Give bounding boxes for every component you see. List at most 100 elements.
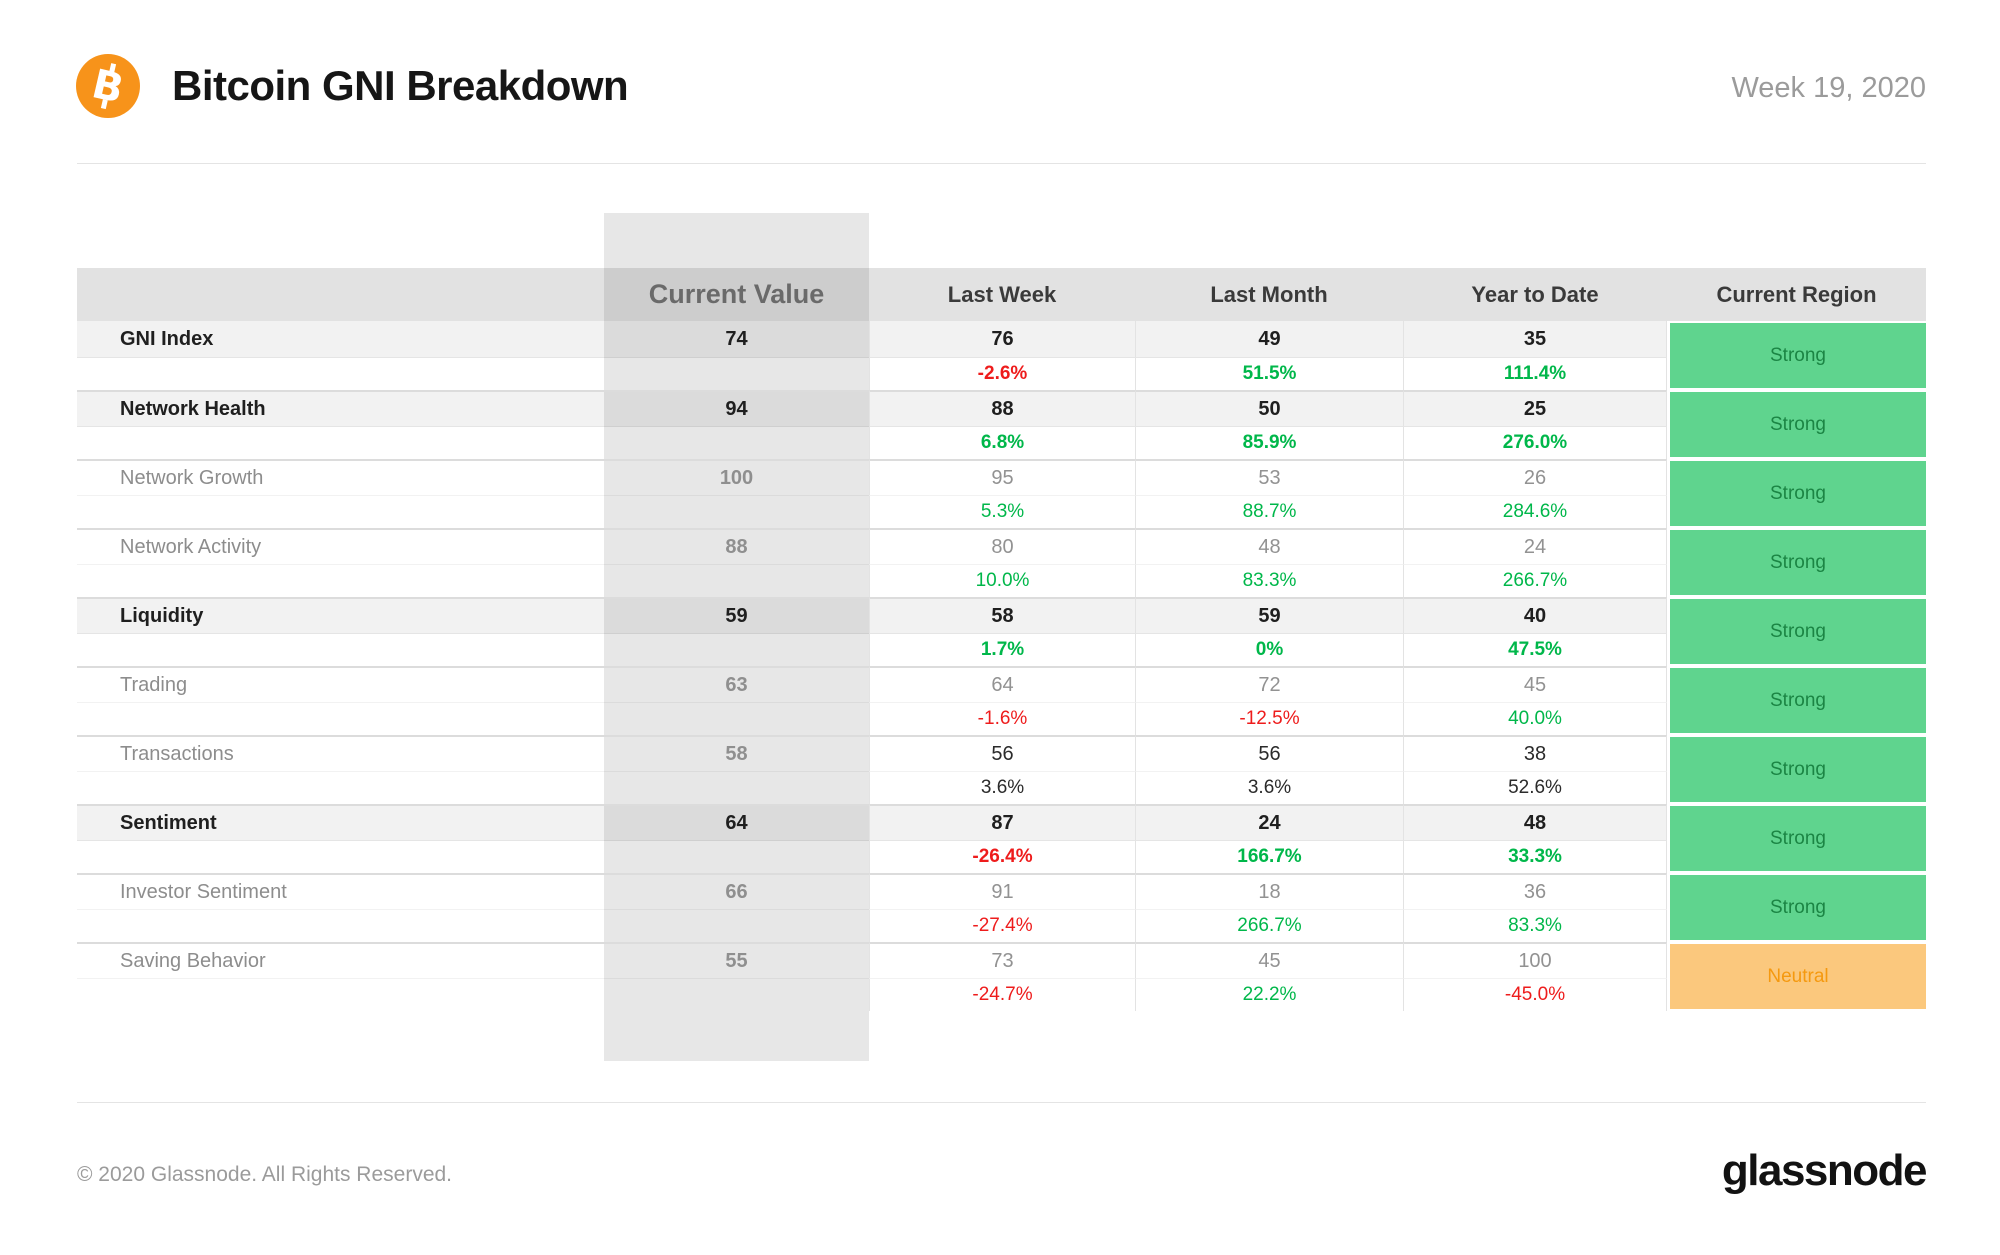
spacer [77,496,604,528]
region-badge: Strong [1670,392,1926,457]
region-badge: Strong [1670,599,1926,664]
year-to-date-change: 276.0% [1403,427,1667,459]
table-row-investor-sentiment: Investor Sentiment 66 91 18 36 Strong -2… [77,873,1926,942]
row-label: Trading [77,666,604,703]
last-month-change: -12.5% [1135,703,1403,735]
last-month-change: 85.9% [1135,427,1403,459]
current-value: 64 [604,804,869,841]
year-to-date-value: 26 [1403,459,1667,496]
year-to-date-change: 47.5% [1403,634,1667,666]
year-to-date-change: 266.7% [1403,565,1667,597]
table-row-network-health: Network Health 94 88 50 25 Strong 6.8% 8… [77,390,1926,459]
current-value: 55 [604,942,869,979]
spacer [604,979,869,1011]
year-to-date-change: 284.6% [1403,496,1667,528]
year-to-date-value: 35 [1403,321,1667,358]
last-week-change: 10.0% [869,565,1135,597]
last-month-change: 266.7% [1135,910,1403,942]
year-to-date-value: 40 [1403,597,1667,634]
last-week-value: 80 [869,528,1135,565]
row-label: GNI Index [77,321,604,358]
spacer [604,565,869,597]
last-week-change: -1.6% [869,703,1135,735]
table-row-network-growth: Network Growth 100 95 53 26 Strong 5.3% … [77,459,1926,528]
last-month-value: 53 [1135,459,1403,496]
region-badge: Neutral [1670,944,1926,1009]
year-to-date-value: 38 [1403,735,1667,772]
last-month-value: 45 [1135,942,1403,979]
current-value-highlight-band [604,213,869,1061]
row-label: Saving Behavior [77,942,604,979]
spacer [77,772,604,804]
spacer [604,703,869,735]
spacer [604,634,869,666]
column-header-current-value: Current Value [648,279,825,309]
last-week-value: 87 [869,804,1135,841]
region-cell: Strong [1667,666,1926,735]
table-row-sentiment: Sentiment 64 87 24 48 Strong -26.4% 166.… [77,804,1926,873]
row-label: Network Health [77,390,604,427]
gni-breakdown-table: Current Value Last Week Last Month Year … [77,268,1926,1011]
current-value: 94 [604,390,869,427]
year-to-date-change: 83.3% [1403,910,1667,942]
year-to-date-change: 33.3% [1403,841,1667,873]
last-week-value: 64 [869,666,1135,703]
last-month-change: 51.5% [1135,358,1403,390]
copyright-text: © 2020 Glassnode. All Rights Reserved. [77,1163,453,1186]
last-month-change: 166.7% [1135,841,1403,873]
region-badge: Strong [1670,806,1926,871]
footer-divider [77,1102,1926,1103]
column-header-current-region: Current Region [1716,281,1877,307]
region-cell: Strong [1667,735,1926,804]
year-to-date-change: 52.6% [1403,772,1667,804]
row-label: Sentiment [77,804,604,841]
table-row-gni-index: GNI Index 74 76 49 35 Strong -2.6% 51.5%… [77,321,1926,390]
last-week-value: 56 [869,735,1135,772]
region-badge: Strong [1670,323,1926,388]
row-label: Liquidity [77,597,604,634]
last-month-change: 3.6% [1135,772,1403,804]
spacer [77,565,604,597]
last-week-change: -26.4% [869,841,1135,873]
year-to-date-value: 25 [1403,390,1667,427]
year-to-date-value: 36 [1403,873,1667,910]
last-week-change: 1.7% [869,634,1135,666]
page-title: Bitcoin GNI Breakdown [172,62,629,109]
last-week-value: 88 [869,390,1135,427]
last-week-value: 58 [869,597,1135,634]
spacer [604,772,869,804]
column-header-year-to-date: Year to Date [1471,281,1599,307]
last-month-value: 49 [1135,321,1403,358]
year-to-date-value: 48 [1403,804,1667,841]
region-badge: Strong [1670,875,1926,940]
spacer [77,910,604,942]
header-divider [77,163,1926,164]
last-month-value: 50 [1135,390,1403,427]
spacer [77,358,604,390]
last-week-change: -2.6% [869,358,1135,390]
last-month-value: 18 [1135,873,1403,910]
region-badge: Strong [1670,737,1926,802]
last-week-value: 76 [869,321,1135,358]
spacer [604,358,869,390]
last-week-value: 95 [869,459,1135,496]
last-month-value: 59 [1135,597,1403,634]
current-value: 100 [604,459,869,496]
current-value: 63 [604,666,869,703]
table-row-transactions: Transactions 58 56 56 38 Strong 3.6% 3.6… [77,735,1926,804]
year-to-date-value: 24 [1403,528,1667,565]
region-cell: Strong [1667,597,1926,666]
last-month-value: 72 [1135,666,1403,703]
row-label: Network Growth [77,459,604,496]
glassnode-logo: glassnode [1721,1146,1928,1195]
last-week-change: 5.3% [869,496,1135,528]
region-cell: Strong [1667,459,1926,528]
region-cell: Strong [1667,804,1926,873]
spacer [604,496,869,528]
last-week-value: 91 [869,873,1135,910]
current-value: 59 [604,597,869,634]
table-row-liquidity: Liquidity 59 58 59 40 Strong 1.7% 0% 47.… [77,597,1926,666]
region-badge: Strong [1670,668,1926,733]
last-week-change: 6.8% [869,427,1135,459]
spacer [604,841,869,873]
